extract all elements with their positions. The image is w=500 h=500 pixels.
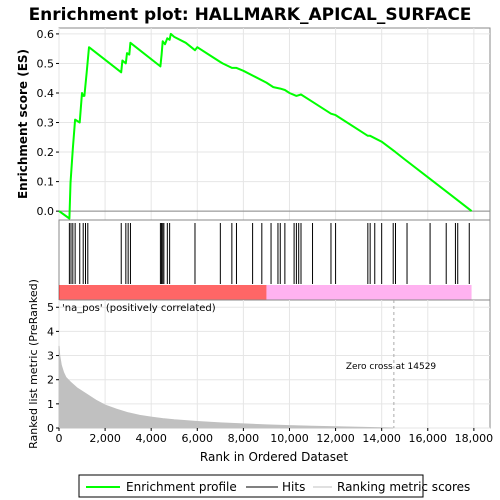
bottom-panel-y-label: Ranked list metric (PreRanked)	[27, 279, 40, 449]
legend-label-hits: Hits	[282, 480, 305, 494]
x-tick-label: 4,000	[135, 432, 167, 445]
top-y-tick-label: 0.4	[37, 87, 55, 100]
hit-markers	[68, 223, 470, 284]
positive-correlated-label: 'na_pos' (positively correlated)	[62, 303, 216, 314]
ranking-metric-area	[58, 345, 394, 429]
top-panel-y-ticks: 0.0 0.1 0.2 0.3 0.4 0.5 0.6	[37, 28, 59, 218]
zero-cross-label: Zero cross at 14529	[346, 362, 437, 372]
bottom-y-tick-label: 5	[47, 301, 54, 314]
x-tick-label: 8,000	[228, 432, 260, 445]
legend: Enrichment profile Hits Ranking metric s…	[78, 474, 470, 498]
top-y-tick-label: 0.1	[37, 176, 55, 189]
legend-label-enrichment: Enrichment profile	[126, 480, 237, 494]
bottom-panel-frame	[58, 299, 491, 429]
bottom-y-tick-label: 2	[47, 374, 54, 387]
negative-correlation-band	[266, 285, 472, 300]
bottom-y-tick-label: 0	[47, 422, 54, 435]
legend-frame	[78, 474, 424, 498]
top-panel-gridlines	[58, 28, 490, 220]
x-tick-label: 10,000	[270, 432, 309, 445]
x-axis-label: Rank in Ordered Dataset	[200, 450, 348, 464]
positive-correlation-band	[59, 285, 267, 300]
top-y-tick-label: 0.0	[37, 205, 55, 218]
x-tick-label: 2,000	[89, 432, 121, 445]
top-y-tick-label: 0.2	[37, 146, 55, 159]
bottom-panel-y-ticks: 0 1 2 3 4 5	[47, 301, 59, 435]
bottom-y-tick-label: 3	[47, 350, 54, 363]
top-panel-frame	[58, 27, 491, 221]
bottom-y-tick-label: 4	[47, 325, 54, 338]
x-tick-label: 6,000	[182, 432, 214, 445]
x-tick-label: 12,000	[316, 432, 355, 445]
chart-title: Enrichment plot: HALLMARK_APICAL_SURFACE	[29, 5, 472, 25]
top-panel-y-label: Enrichment score (ES)	[16, 49, 30, 199]
enrichment-profile-line	[58, 32, 473, 220]
legend-label-ranking: Ranking metric scores	[337, 480, 470, 494]
top-y-tick-label: 0.3	[37, 117, 55, 130]
ranked-metric-panel: Zero cross at 14529 'na_pos' (positively…	[27, 279, 493, 464]
x-tick-label: 18,000	[455, 432, 494, 445]
x-axis-ticks: 0 2,000 4,000 6,000 8,000 10,000 12,000 14,000 1…	[56, 428, 494, 445]
bottom-y-tick-label: 1	[47, 398, 54, 411]
top-y-tick-label: 0.6	[37, 28, 55, 41]
top-y-tick-label: 0.5	[37, 57, 55, 70]
x-tick-label: 14,000	[362, 432, 401, 445]
hits-panel	[58, 219, 491, 301]
x-tick-label: 0	[56, 432, 63, 445]
x-tick-label: 16,000	[409, 432, 448, 445]
enrichment-score-panel: 0.0 0.1 0.2 0.3 0.4 0.5 0.6 Enrichment score (…	[16, 27, 491, 221]
